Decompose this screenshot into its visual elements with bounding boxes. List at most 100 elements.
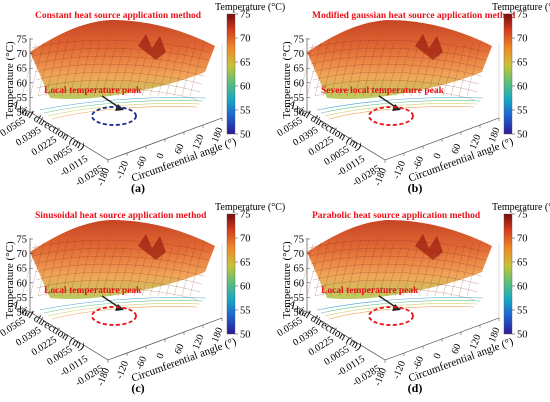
surface-mesh-line [312,271,480,285]
peak-ellipse [91,306,137,326]
surface-mesh-line [310,55,484,69]
panel-label: (d) [408,381,423,395]
panel-label: (c) [131,381,144,395]
colorbar-tick-label: 60 [240,82,251,93]
base-contour [320,300,481,314]
surface-mesh-line [37,87,199,101]
chart-panel: 5055606570750.05650.03950.02250.0055-0.0… [0,202,285,395]
x-tick-label: 60 [173,342,187,355]
peak-arrow [378,95,398,109]
z-tick-label: 70 [294,249,305,260]
surface-mesh-line [313,79,478,93]
surface-mesh-line [37,40,53,97]
x-tick-label: 0 [432,352,444,361]
z-tick-label: 75 [17,35,28,46]
peak-arrow [101,295,121,309]
colorbar-tick-label: 50 [240,330,251,341]
x-tick-label: -120 [114,159,131,180]
colorbar-tick-label: 65 [240,258,251,269]
surface-mesh-line [85,241,101,297]
colorbar-tick-label: 50 [517,130,528,141]
peak-annotation: Local temperature peak [44,286,142,296]
colorbar-title: Temperature (°C) [215,202,285,213]
panel-title: Modified gaussian heat source applicatio… [312,11,516,21]
surface-mesh-line [109,46,125,97]
colorbar [503,213,513,335]
panel-title: Constant heat source application method [35,11,202,21]
peak-arrow [101,95,121,109]
surface-mesh-line [117,248,133,297]
panel-title: Parabolic heat source application method [312,211,481,221]
x-tick-label: -60 [134,355,149,371]
surface-mesh-line [458,241,474,297]
z-tick-label: 50 [294,308,305,319]
surface-mesh-line [378,45,394,97]
surface-mesh-line [33,255,207,269]
surface-mesh-line [133,249,149,297]
surface-mesh-line [109,246,125,297]
surface-hotspot [415,34,443,60]
surface-mesh-line [21,43,37,97]
surface-mesh-line [61,237,77,297]
z-tick-label: 50 [17,108,28,119]
colorbar-title: Temperature (°C) [215,2,285,13]
surface-mesh-line [338,37,354,97]
surface-mesh-line [35,71,203,85]
z-tick-label: 65 [17,264,28,275]
surface-mesh-line [354,239,370,297]
surface-mesh-line [157,247,173,297]
surface-mesh-line [34,63,205,77]
surface-mesh-line [410,49,426,97]
base-contour [43,100,204,114]
surface-mesh-line [189,40,205,97]
surface-mesh-line [36,79,201,93]
colorbar [226,13,236,135]
colorbar-tick-label: 50 [517,330,528,341]
y-axis-line [306,311,386,361]
z-axis-label: Temperature (°C) [4,241,16,319]
panel-label: (b) [408,181,423,195]
colorbar-tick-label: 75 [517,210,528,221]
colorbar-tick-label: 55 [240,306,251,317]
surface-mesh-line [313,279,478,293]
surface-mesh-line [181,41,197,97]
z-tick-label: 60 [294,78,305,89]
surface-mesh-line [37,240,53,297]
z-tick-label: 70 [294,49,305,60]
x-tick-label: 120 [191,333,207,351]
surface-mesh-line [314,240,330,297]
surface-mesh-line [29,241,45,297]
colorbar-tick-label: 60 [517,282,528,293]
panel-title: Sinusoidal heat source application metho… [35,211,207,221]
surface-mesh-line [394,248,410,297]
base-contour [324,103,478,117]
colorbar-title: Temperature (°C) [492,2,550,13]
surface-mesh-line [354,39,370,97]
z-tick-label: 55 [17,93,28,104]
panel-label: (a) [131,181,145,195]
x-tick-label: 60 [173,142,187,155]
surface-mesh-line [53,38,69,97]
base-contour [47,303,201,317]
x-tick-label: 0 [155,152,167,161]
z-tick-label: 65 [17,64,28,75]
x-tick-label: 180 [210,126,226,144]
colorbar-title: Temperature (°C) [492,202,550,213]
z-axis-label: Temperature (°C) [281,241,293,319]
x-tick-label: 180 [210,326,226,344]
colorbar-tick-label: 70 [517,234,528,245]
peak-annotation: Local temperature peak [321,286,419,296]
surface-mesh-line [312,71,480,85]
surface-mesh-line [410,249,426,297]
surface-mesh-line [85,41,101,97]
z-tick-label: 65 [294,64,305,75]
surface-mesh-line [346,38,362,97]
colorbar-tick-label: 75 [517,10,528,21]
colorbar [503,13,513,135]
surface-mesh-line [149,248,165,297]
surface-mesh-line [45,238,61,297]
z-tick-label: 75 [294,235,305,246]
surface-mesh-line [314,287,476,301]
surface-mesh-line [157,47,173,97]
surface-mesh-line [458,41,474,97]
